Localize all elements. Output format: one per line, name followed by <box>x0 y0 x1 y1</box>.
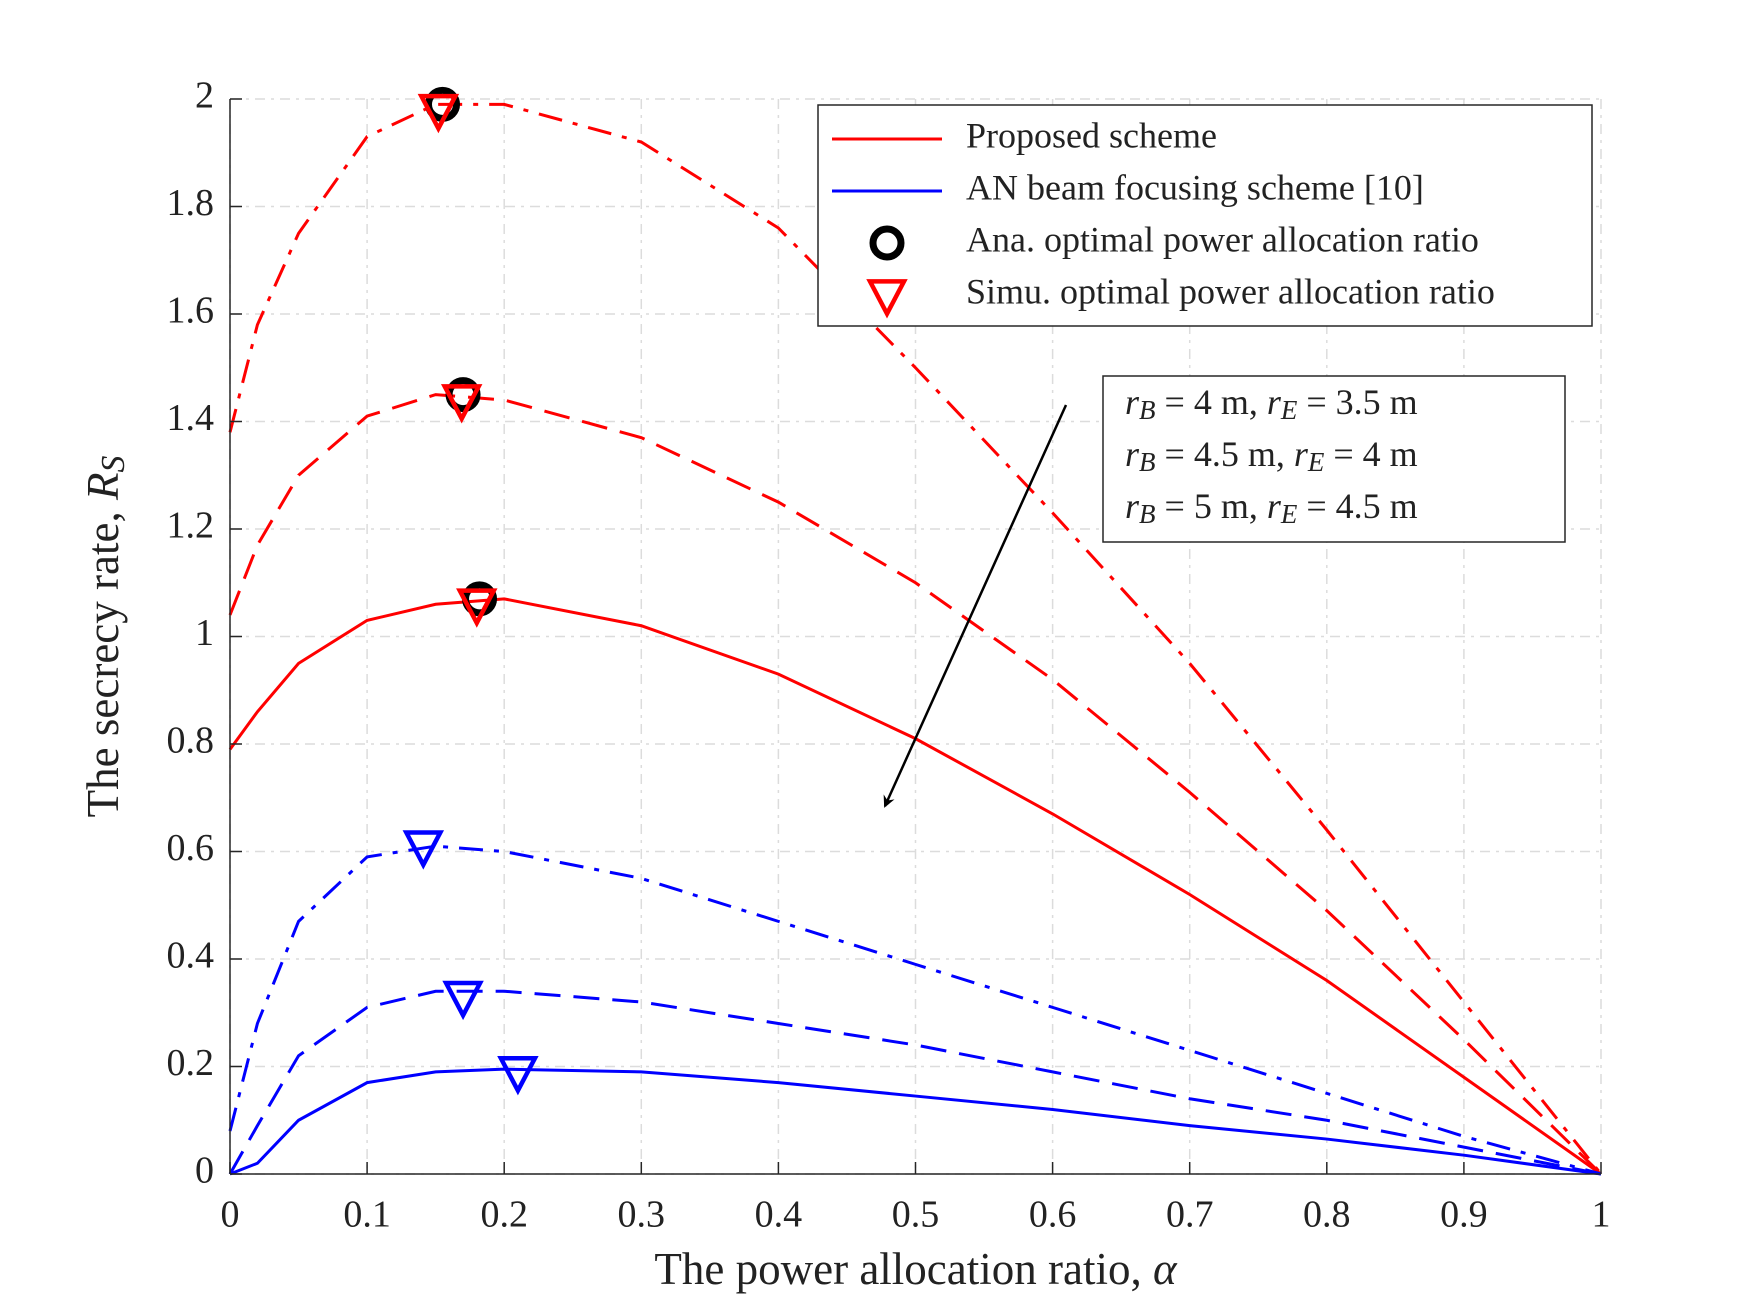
series-line <box>228 597 1602 1176</box>
marker-triangle <box>456 588 498 628</box>
y-tick-label: 2 <box>195 75 214 117</box>
marker-circle <box>869 225 905 261</box>
y-tick-label: 0.8 <box>167 720 215 762</box>
x-axis-label: The power allocation ratio, α <box>654 1244 1178 1294</box>
x-tick-label: 0.3 <box>618 1194 666 1236</box>
x-tick-label: 0.8 <box>1303 1194 1351 1236</box>
x-tick-label: 0.6 <box>1029 1194 1077 1236</box>
x-tick-label: 0.5 <box>892 1194 940 1236</box>
arrow <box>883 404 1068 808</box>
y-tick-label: 0.2 <box>167 1042 215 1084</box>
x-tick-label: 0.9 <box>1440 1194 1488 1236</box>
y-tick-label: 1 <box>195 612 214 654</box>
legend-label: Simu. optimal power allocation ratio <box>966 271 1495 311</box>
x-tick-label: 0.7 <box>1166 1194 1214 1236</box>
plot-area <box>228 86 1603 1176</box>
y-tick-label: 0.6 <box>167 827 215 869</box>
series-line <box>228 989 1602 1176</box>
x-tick-label: 0.1 <box>343 1194 391 1236</box>
y-tick-label: 0.4 <box>167 935 215 977</box>
x-tick-label: 0 <box>221 1194 240 1236</box>
series-line <box>228 844 1602 1176</box>
y-tick-label: 1.2 <box>167 505 215 547</box>
annotation-text: rB​ = 5 m, rE​ = 4.5 m <box>1125 486 1418 529</box>
series-line <box>229 1067 1602 1176</box>
y-tick-label: 1.4 <box>167 397 215 439</box>
x-tick-label: 0.4 <box>755 1194 803 1236</box>
y-axis-label: The secrecy rate, RS​ <box>78 456 132 818</box>
marker-triangle <box>497 1056 539 1096</box>
marker-triangle <box>442 980 484 1021</box>
annotation-text: rB​ = 4.5 m, rE​ = 4 m <box>1125 434 1418 477</box>
marker-triangle <box>417 93 460 134</box>
y-tick-label: 0 <box>195 1150 214 1192</box>
marker-triangle <box>866 279 908 319</box>
x-tick-label: 0.2 <box>480 1194 528 1236</box>
legend-label: Proposed scheme <box>966 115 1217 155</box>
annotation-box <box>1102 375 1566 543</box>
x-tick-label: 1 <box>1592 1194 1611 1236</box>
marker-triangle <box>402 830 445 870</box>
legend-label: Ana. optimal power allocation ratio <box>966 219 1479 259</box>
y-tick-label: 1.8 <box>167 182 215 224</box>
marker-triangle <box>440 384 483 424</box>
y-tick-label: 1.6 <box>167 290 215 332</box>
annotation-text: rB​ = 4 m, rE​ = 3.5 m <box>1125 382 1418 425</box>
legend-label: AN beam focusing scheme [10] <box>966 167 1424 207</box>
series-line <box>228 393 1603 1176</box>
legend-box <box>817 104 1593 327</box>
